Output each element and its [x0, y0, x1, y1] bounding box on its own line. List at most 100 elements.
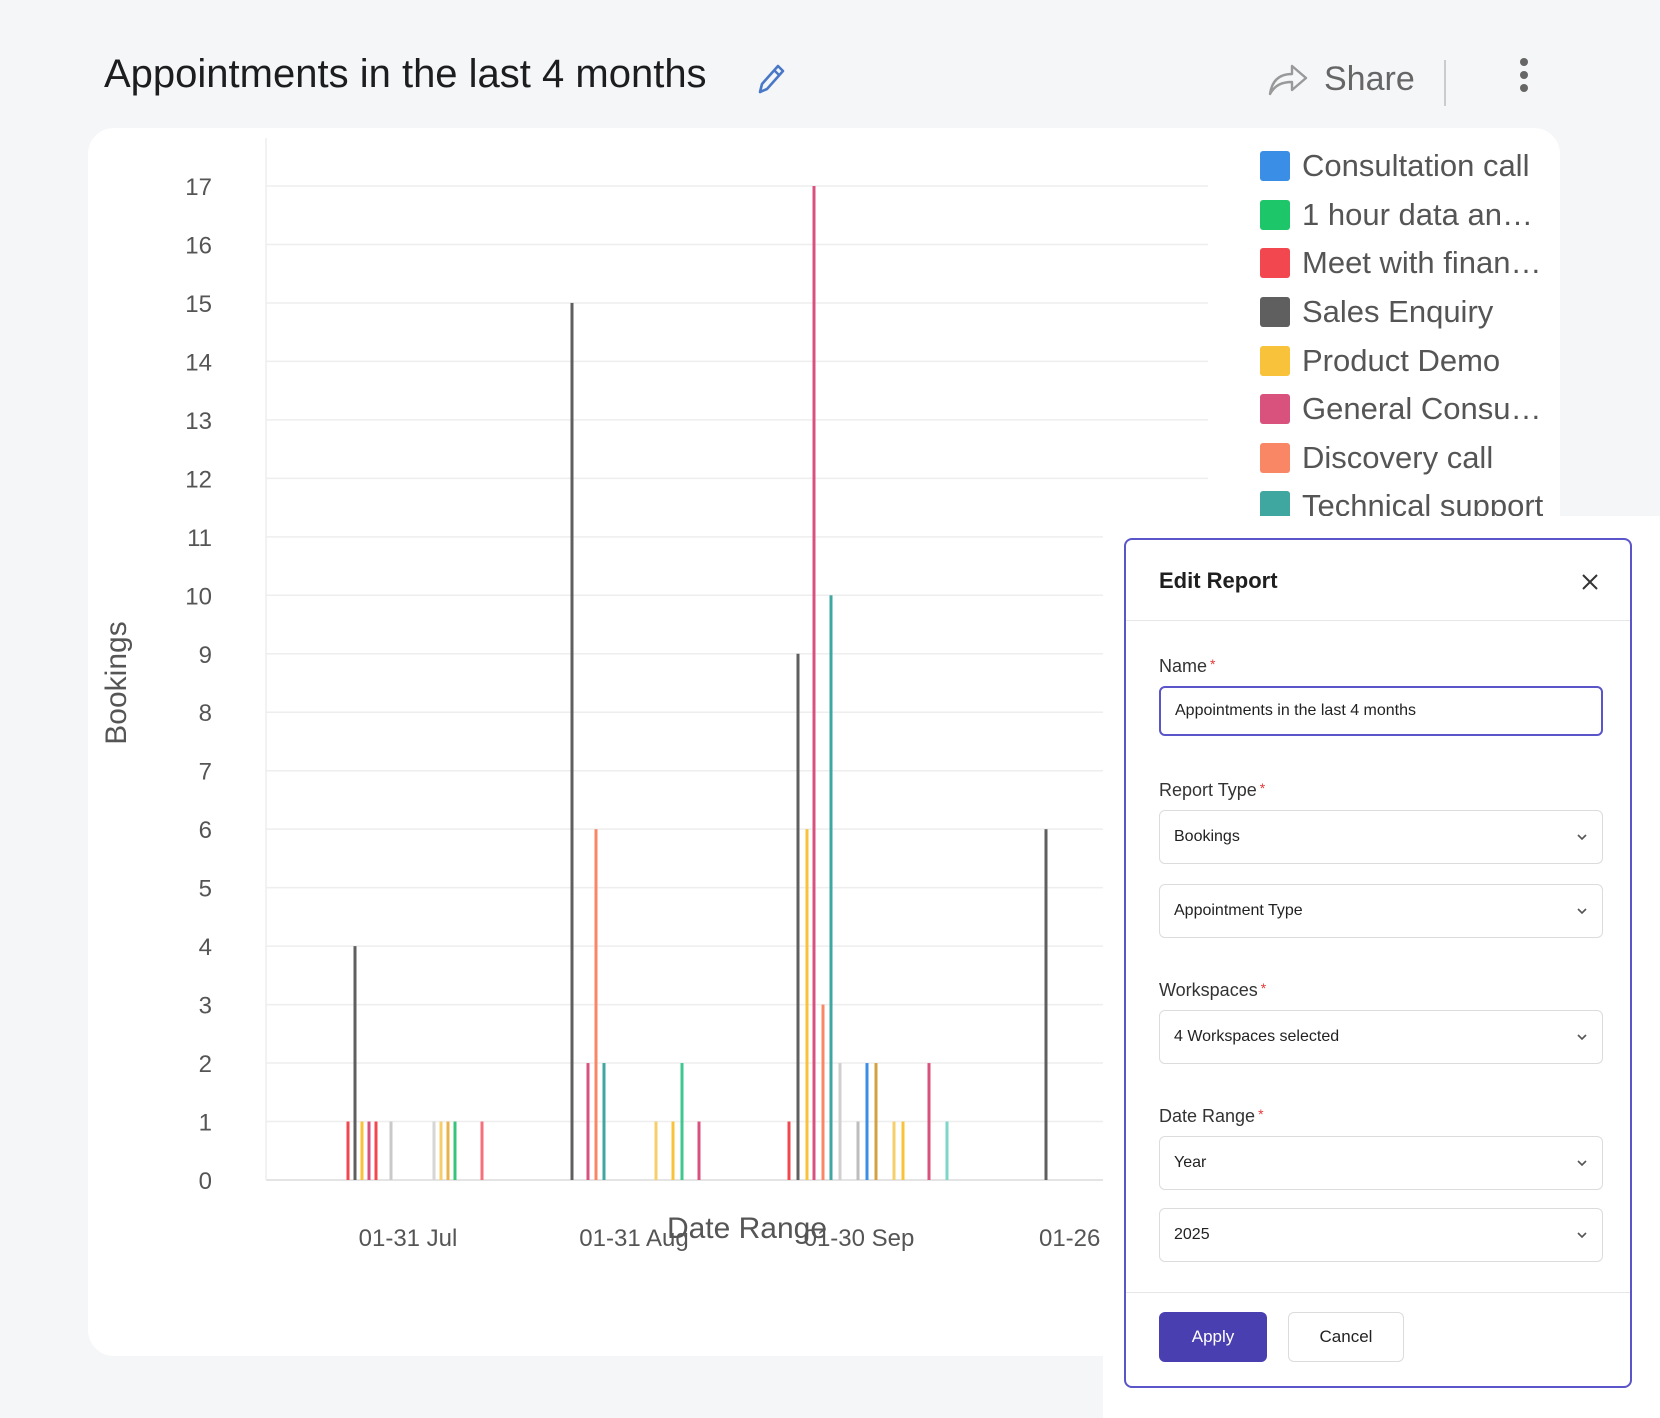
- y-tick-label: 8: [199, 700, 212, 727]
- chart-bar[interactable]: [671, 1121, 675, 1180]
- legend-swatch: [1260, 199, 1290, 230]
- header-divider: [1444, 60, 1446, 106]
- chart-bar[interactable]: [570, 302, 574, 1180]
- panel-title: Edit Report: [1159, 568, 1278, 593]
- legend-item[interactable]: Meet with finan…: [1260, 239, 1560, 288]
- chart-bar[interactable]: [680, 1063, 684, 1180]
- x-axis-label: Date Range: [667, 1212, 827, 1245]
- chart-bar[interactable]: [594, 829, 598, 1180]
- chart-bar[interactable]: [389, 1121, 393, 1180]
- chart-bar[interactable]: [353, 946, 357, 1180]
- x-tick-label: 01-31 Aug: [579, 1225, 688, 1252]
- chart-bar[interactable]: [901, 1121, 905, 1180]
- y-tick-label: 12: [185, 466, 212, 493]
- y-tick-label: 10: [185, 583, 212, 610]
- more-options-icon[interactable]: [1514, 58, 1534, 100]
- y-tick-label: 6: [199, 817, 212, 844]
- legend-item[interactable]: Product Demo: [1260, 336, 1560, 385]
- chart-bar[interactable]: [360, 1121, 364, 1180]
- legend-label: Discovery call: [1302, 439, 1494, 475]
- y-tick-label: 13: [185, 408, 212, 435]
- apply-button[interactable]: Apply: [1159, 1312, 1267, 1362]
- report-name-input[interactable]: [1159, 686, 1603, 736]
- y-tick-label: 17: [185, 174, 212, 201]
- chart-bar[interactable]: [586, 1063, 590, 1180]
- legend-item[interactable]: Discovery call: [1260, 434, 1560, 483]
- y-tick-label: 15: [185, 291, 212, 318]
- chart-bar[interactable]: [838, 1063, 842, 1180]
- group-by-select[interactable]: Appointment Type: [1159, 884, 1603, 938]
- chart-bars: [346, 186, 1048, 1180]
- legend-item[interactable]: General Consu…: [1260, 385, 1560, 434]
- chart-bar[interactable]: [829, 595, 833, 1180]
- chart-bar[interactable]: [812, 186, 816, 1180]
- x-tick-label: 01-31 Jul: [359, 1225, 458, 1252]
- x-tick-labels: 01-31 Jul 01-31 Aug 01-30 Sep 01-26 …: [359, 1225, 1131, 1252]
- legend-item[interactable]: Sales Enquiry: [1260, 288, 1560, 337]
- chart-bar[interactable]: [446, 1121, 450, 1180]
- report-type-label: Report Type *: [1159, 780, 1266, 800]
- y-tick-label: 9: [199, 642, 212, 669]
- legend-swatch: [1260, 345, 1290, 376]
- chart-bar[interactable]: [874, 1063, 878, 1180]
- workspaces-label: Workspaces *: [1159, 980, 1267, 1000]
- legend-label: 1 hour data an…: [1302, 196, 1533, 232]
- chart-bar[interactable]: [892, 1121, 896, 1180]
- workspaces-select[interactable]: 4 Workspaces selected: [1159, 1010, 1603, 1064]
- date-range-select[interactable]: Year: [1159, 1136, 1603, 1190]
- share-button[interactable]: Share: [1266, 54, 1415, 104]
- chart-bar[interactable]: [374, 1121, 378, 1180]
- y-tick-label: 2: [199, 1051, 212, 1078]
- legend-label: Product Demo: [1302, 342, 1501, 378]
- chart-bar[interactable]: [346, 1121, 350, 1180]
- chart-bar[interactable]: [453, 1121, 457, 1180]
- chart-legend: Consultation call 1 hour data an… Meet wit…: [1260, 142, 1560, 516]
- report-type-select[interactable]: Bookings: [1159, 810, 1603, 864]
- chart-bar[interactable]: [439, 1121, 443, 1180]
- legend-label: Meet with finan…: [1302, 245, 1542, 281]
- chart-bar[interactable]: [367, 1121, 371, 1180]
- legend-item[interactable]: Technical support: [1260, 482, 1560, 516]
- chart-bar[interactable]: [865, 1063, 869, 1180]
- y-tick-label: 3: [199, 993, 212, 1020]
- chart-bar[interactable]: [1044, 829, 1048, 1180]
- year-select[interactable]: 2025: [1159, 1208, 1603, 1262]
- chart-bar[interactable]: [856, 1121, 860, 1180]
- date-range-label: Date Range *: [1159, 1106, 1264, 1126]
- y-tick-label: 16: [185, 232, 212, 259]
- page-title: Appointments in the last 4 months: [104, 52, 707, 96]
- chart-bar[interactable]: [697, 1121, 701, 1180]
- legend-label: Sales Enquiry: [1302, 294, 1494, 330]
- chevron-down-icon: [1577, 1034, 1587, 1041]
- chart-bar[interactable]: [654, 1121, 658, 1180]
- chart-bar[interactable]: [821, 1004, 825, 1180]
- legend-item[interactable]: Consultation call: [1260, 142, 1560, 191]
- chart-bar[interactable]: [927, 1063, 931, 1180]
- y-tick-label: 1: [199, 1110, 212, 1137]
- legend-label: General Consu…: [1302, 391, 1542, 427]
- legend-swatch: [1260, 491, 1290, 516]
- chart-bar[interactable]: [805, 829, 809, 1180]
- chart-bar[interactable]: [787, 1121, 791, 1180]
- chart-bar[interactable]: [432, 1121, 436, 1180]
- chart-bar[interactable]: [602, 1063, 606, 1180]
- legend-swatch: [1260, 297, 1290, 328]
- edit-report-panel: Edit Report Name* Report Type* Bookings …: [1124, 538, 1632, 1388]
- close-icon[interactable]: [1580, 572, 1600, 592]
- chart-bar[interactable]: [480, 1121, 484, 1180]
- chevron-down-icon: [1577, 1232, 1587, 1239]
- legend-item[interactable]: 1 hour data an…: [1260, 191, 1560, 240]
- legend-swatch: [1260, 394, 1290, 425]
- pencil-icon[interactable]: [752, 60, 788, 100]
- chevron-down-icon: [1577, 1160, 1587, 1167]
- chevron-down-icon: [1577, 834, 1587, 841]
- legend-swatch: [1260, 151, 1290, 182]
- panel-header-divider: [1126, 620, 1630, 621]
- chart-bar[interactable]: [796, 653, 800, 1180]
- chart-bar[interactable]: [945, 1121, 949, 1180]
- y-tick-label: 11: [187, 525, 212, 552]
- name-label: Name *: [1159, 656, 1216, 676]
- cancel-button[interactable]: Cancel: [1288, 1312, 1404, 1362]
- legend-label: Consultation call: [1302, 148, 1530, 184]
- y-tick-label: 4: [199, 934, 212, 961]
